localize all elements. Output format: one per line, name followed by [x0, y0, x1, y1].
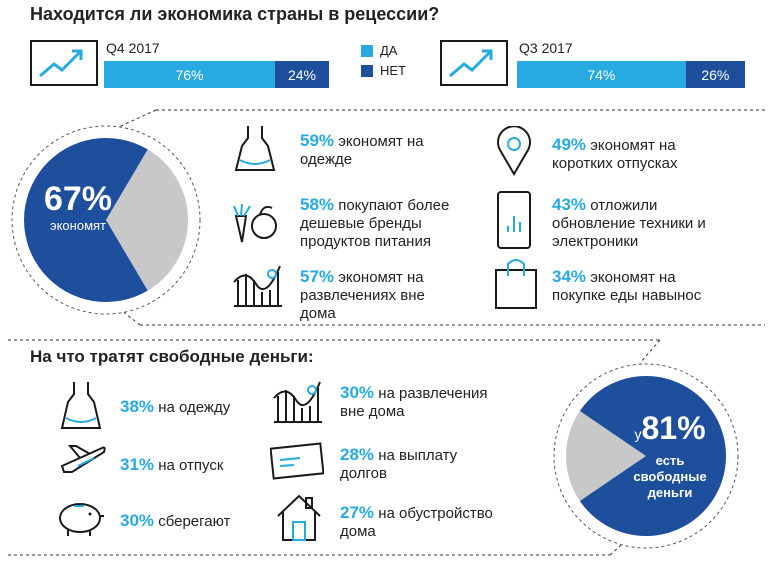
roller-coaster-icon [232, 262, 284, 308]
vegetables-icon [232, 196, 284, 244]
q3-no-segment: 26% [685, 61, 745, 88]
q4-label: Q4 2017 [106, 40, 160, 56]
savings-text: продуктов питания [300, 233, 431, 250]
spending-text: на отпуск [154, 457, 224, 474]
location-pin-icon [494, 126, 534, 176]
savings-pct: 49% [552, 135, 587, 154]
q3-yes-segment: 74% [517, 61, 686, 88]
pie2-line3: деньги [647, 485, 693, 500]
spending-item-6: 27% на обустройство дома [340, 504, 493, 541]
spending-item-3: 30% сберегают [120, 512, 230, 531]
savings-item-4: 49% экономят на коротких отпусках [552, 136, 677, 173]
pie2-prefix: у [634, 426, 642, 442]
dress-icon [58, 380, 104, 432]
spending-pct: 28% [340, 445, 375, 464]
pie2-line1: есть [655, 453, 685, 468]
spending-item-2: 31% на отпуск [120, 456, 223, 475]
pie-chart-savers [11, 125, 201, 315]
roller-coaster-icon [272, 378, 324, 424]
q4-yes-segment: 76% [104, 61, 275, 88]
q3-no-value: 26% [701, 66, 730, 83]
spending-text: на выплату [374, 447, 458, 464]
trend-up-icon [440, 40, 508, 86]
pie2-slice-rest [566, 411, 646, 501]
pie1-label: экономят [49, 218, 107, 233]
spending-text: дома [340, 523, 376, 540]
q3-yes-value: 74% [587, 66, 616, 83]
savings-text: электроники [552, 233, 639, 250]
pie2-percent: 81% [641, 410, 706, 446]
savings-item-6: 34% экономят на покупке еды навынос [552, 268, 701, 305]
pie2-headline: у81% [610, 410, 730, 453]
spending-pct: 27% [340, 503, 375, 522]
savings-text: покупают более [334, 197, 450, 214]
smartphone-icon [492, 190, 536, 250]
spending-text: на развлечения [374, 385, 488, 402]
savings-text: экономят на [586, 269, 676, 286]
legend-no-label: НЕТ [380, 63, 406, 78]
savings-text: экономят на [334, 269, 424, 286]
spending-text: долгов [340, 465, 387, 482]
spending-pct: 31% [120, 455, 155, 474]
spending-text: на одежду [154, 399, 231, 416]
savings-pct: 58% [300, 195, 335, 214]
house-icon [274, 492, 324, 542]
pie2-line2: свободные [633, 469, 707, 484]
savings-pct: 59% [300, 131, 335, 150]
spending-text: сберегают [154, 513, 231, 530]
savings-text: экономят на [334, 133, 424, 150]
q4-bar: 76% 24% [104, 61, 329, 88]
trend-up-icon [30, 40, 98, 86]
spending-item-1: 38% на одежду [120, 398, 230, 417]
spending-pct: 30% [340, 383, 375, 402]
shopping-bag-icon [494, 256, 538, 310]
legend-yes-label: ДА [380, 43, 398, 58]
spending-item-4: 30% на развлечения вне дома [340, 384, 488, 421]
q4-no-segment: 24% [275, 61, 329, 88]
page-title: Находится ли экономика страны в рецессии… [30, 4, 440, 24]
pie1-slice-main [23, 137, 148, 302]
q4-no-value: 24% [287, 66, 317, 83]
spending-text: на обустройство [374, 505, 493, 522]
spend-title: На что тратят свободные деньги: [30, 347, 314, 366]
legend-no-swatch [361, 65, 373, 77]
savings-text: коротких отпусках [552, 155, 678, 172]
spending-pct: 38% [120, 397, 155, 416]
savings-text: развлечениях вне [300, 287, 425, 304]
pie-chart-free-money [553, 363, 739, 549]
savings-text: дома [300, 305, 336, 322]
savings-text: одежде [300, 151, 353, 168]
spending-item-5: 28% на выплату долгов [340, 446, 457, 483]
savings-text: экономят на [586, 137, 676, 154]
pie2-label-block: у81% есть свободные деньги [610, 410, 730, 501]
pie1-percent: 67% [43, 180, 113, 218]
savings-item-5: 43% отложили обновление техники и электр… [552, 196, 706, 251]
spending-text: вне дома [340, 403, 405, 420]
q3-label: Q3 2017 [519, 40, 573, 56]
savings-item-1: 59% экономят на одежде [300, 132, 424, 169]
savings-pct: 43% [552, 195, 587, 214]
savings-item-2: 58% покупают более дешевые бренды продук… [300, 196, 449, 251]
savings-pct: 57% [300, 267, 335, 286]
piggy-bank-icon [54, 496, 106, 538]
spending-pct: 30% [120, 511, 155, 530]
pie1-slice-rest [106, 149, 188, 291]
pie1-label-block: 67% экономят [28, 180, 128, 233]
legend-yes-swatch [361, 45, 373, 57]
q4-yes-value: 76% [175, 66, 204, 83]
savings-text: дешевые бренды [300, 215, 422, 232]
credit-card-icon [270, 442, 324, 480]
savings-item-3: 57% экономят на развлечениях вне дома [300, 268, 425, 323]
dress-icon [232, 124, 278, 174]
savings-text: обновление техники и [552, 215, 706, 232]
q3-bar: 74% 26% [517, 61, 745, 88]
savings-text: покупке еды навынос [552, 287, 702, 304]
savings-pct: 34% [552, 267, 587, 286]
airplane-icon [58, 440, 106, 480]
savings-text: отложили [586, 197, 658, 214]
pie2-slice-main [579, 376, 726, 536]
